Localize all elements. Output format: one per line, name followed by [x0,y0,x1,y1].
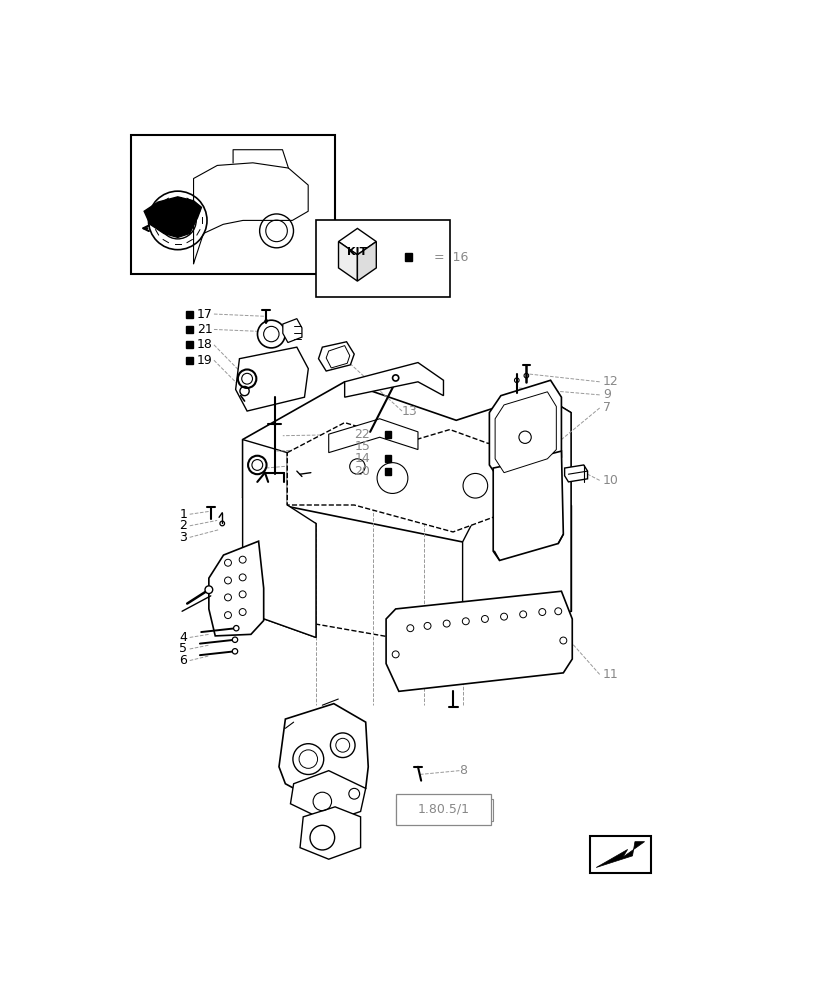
Bar [590,836,650,873]
Polygon shape [287,423,551,532]
Circle shape [257,320,284,348]
Polygon shape [489,380,561,482]
Text: 4: 4 [179,631,187,644]
Text: 2: 2 [179,519,187,532]
Polygon shape [328,419,418,453]
Text: 1.80.5/1: 1.80.5/1 [417,803,469,816]
Polygon shape [495,392,556,473]
Circle shape [392,375,399,381]
Bar [185,311,193,318]
Text: 3: 3 [179,531,187,544]
Polygon shape [326,346,349,368]
Circle shape [232,637,237,642]
Polygon shape [462,393,571,650]
Text: 5: 5 [179,642,187,655]
Polygon shape [283,319,302,343]
Circle shape [159,202,196,239]
Polygon shape [564,465,587,482]
Bar [185,326,193,333]
Circle shape [205,586,213,594]
Text: 21: 21 [197,323,213,336]
Text: 9: 9 [602,388,610,401]
Polygon shape [208,541,263,636]
Polygon shape [242,497,316,637]
Bar [404,253,412,261]
Polygon shape [385,591,571,691]
Text: 20: 20 [354,465,370,478]
Polygon shape [279,704,368,804]
Polygon shape [242,382,571,542]
Bar [316,220,449,297]
Bar [131,135,335,274]
Text: 14: 14 [354,452,370,465]
Text: 15: 15 [354,440,370,453]
Bar [395,799,493,821]
Polygon shape [595,842,644,868]
Polygon shape [144,197,201,237]
Polygon shape [299,807,361,859]
Circle shape [265,220,287,242]
Bar [384,468,391,475]
Bar [185,341,193,348]
Circle shape [148,191,207,250]
Circle shape [260,214,293,248]
Polygon shape [344,363,443,397]
Text: KIT: KIT [347,247,367,257]
Bar [384,455,391,462]
Text: 7: 7 [602,401,610,414]
Polygon shape [236,347,308,411]
Circle shape [264,319,268,323]
Polygon shape [338,228,375,255]
Bar [384,431,391,438]
Circle shape [233,626,239,631]
Polygon shape [493,451,562,560]
Text: 11: 11 [602,668,618,681]
Text: 17: 17 [197,308,213,321]
Text: 1: 1 [179,508,187,521]
Text: =  16: = 16 [433,251,468,264]
Polygon shape [318,342,354,371]
Text: 22: 22 [354,428,370,441]
Circle shape [263,326,279,342]
Bar [185,357,193,364]
Text: 18: 18 [197,338,213,351]
Polygon shape [290,771,366,822]
Text: 8: 8 [459,764,467,777]
Polygon shape [242,440,316,637]
Text: 19: 19 [197,354,213,367]
Text: 6: 6 [179,654,187,667]
Polygon shape [357,242,375,281]
Circle shape [232,649,237,654]
Text: 10: 10 [602,474,618,487]
Bar [395,794,490,825]
Polygon shape [338,242,357,281]
Text: 12: 12 [602,375,618,388]
Text: 13: 13 [402,405,418,418]
